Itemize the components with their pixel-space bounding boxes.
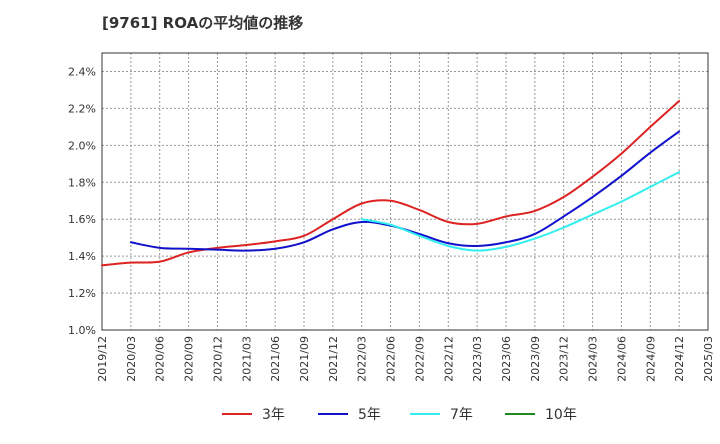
series-line-3 — [360, 171, 681, 252]
y-tick-label: 1.8% — [68, 176, 96, 189]
x-tick-label: 2023/09 — [529, 336, 542, 382]
x-tick-label: 2019/12 — [96, 336, 109, 382]
grid-layer — [101, 53, 709, 331]
x-tick-label: 2020/12 — [211, 336, 224, 382]
y-tick-label: 1.6% — [68, 213, 96, 226]
chart-title: [9761] ROAの平均値の推移 — [102, 14, 304, 32]
x-tick-label: 2021/09 — [298, 336, 311, 382]
x-tick-label: 2024/06 — [615, 336, 628, 382]
y-tick-label: 2.0% — [68, 139, 96, 152]
x-tick-label: 2025/03 — [702, 336, 715, 382]
y-tick-label: 1.2% — [68, 287, 96, 300]
x-tick-label: 2021/12 — [327, 336, 340, 382]
x-tick-label: 2024/03 — [587, 336, 600, 382]
axis-layer: 1.0% 1.2% 1.4% 1.6% 1.8% 2.0% 2.2% 2.4% 2019/12 2… — [68, 52, 715, 382]
legend: 3年 5年 7年 10年 — [222, 407, 577, 423]
x-tick-label: 2020/06 — [154, 336, 167, 382]
series-layer — [101, 100, 681, 267]
x-tick-label: 2022/12 — [442, 336, 455, 382]
legend-label-1: 3年 — [262, 407, 285, 423]
x-tick-label: 2024/09 — [644, 336, 657, 382]
x-tick-label: 2024/12 — [673, 336, 686, 382]
y-tick-label: 2.4% — [68, 65, 96, 78]
x-tick-label: 2020/09 — [183, 336, 196, 382]
x-tick-label: 2021/06 — [269, 336, 282, 382]
series-line-1 — [101, 100, 681, 267]
x-tick-label: 2022/03 — [356, 336, 369, 382]
x-tick-label: 2022/09 — [413, 336, 426, 382]
x-tick-label: 2022/06 — [385, 336, 398, 382]
y-tick-label: 1.0% — [68, 324, 96, 337]
plot-border — [101, 52, 709, 331]
x-tick-label: 2020/03 — [125, 336, 138, 382]
x-tick-label: 2023/06 — [500, 336, 513, 382]
legend-label-2: 5年 — [358, 407, 381, 423]
y-tick-label: 1.4% — [68, 250, 96, 263]
x-tick-label: 2021/03 — [240, 336, 253, 382]
y-tick-label: 2.2% — [68, 102, 96, 115]
x-tick-label: 2023/03 — [471, 336, 484, 382]
x-tick-label: 2023/12 — [558, 336, 571, 382]
plot-area — [102, 53, 708, 330]
legend-label-3: 7年 — [450, 407, 473, 423]
legend-label-4: 10年 — [545, 407, 577, 423]
